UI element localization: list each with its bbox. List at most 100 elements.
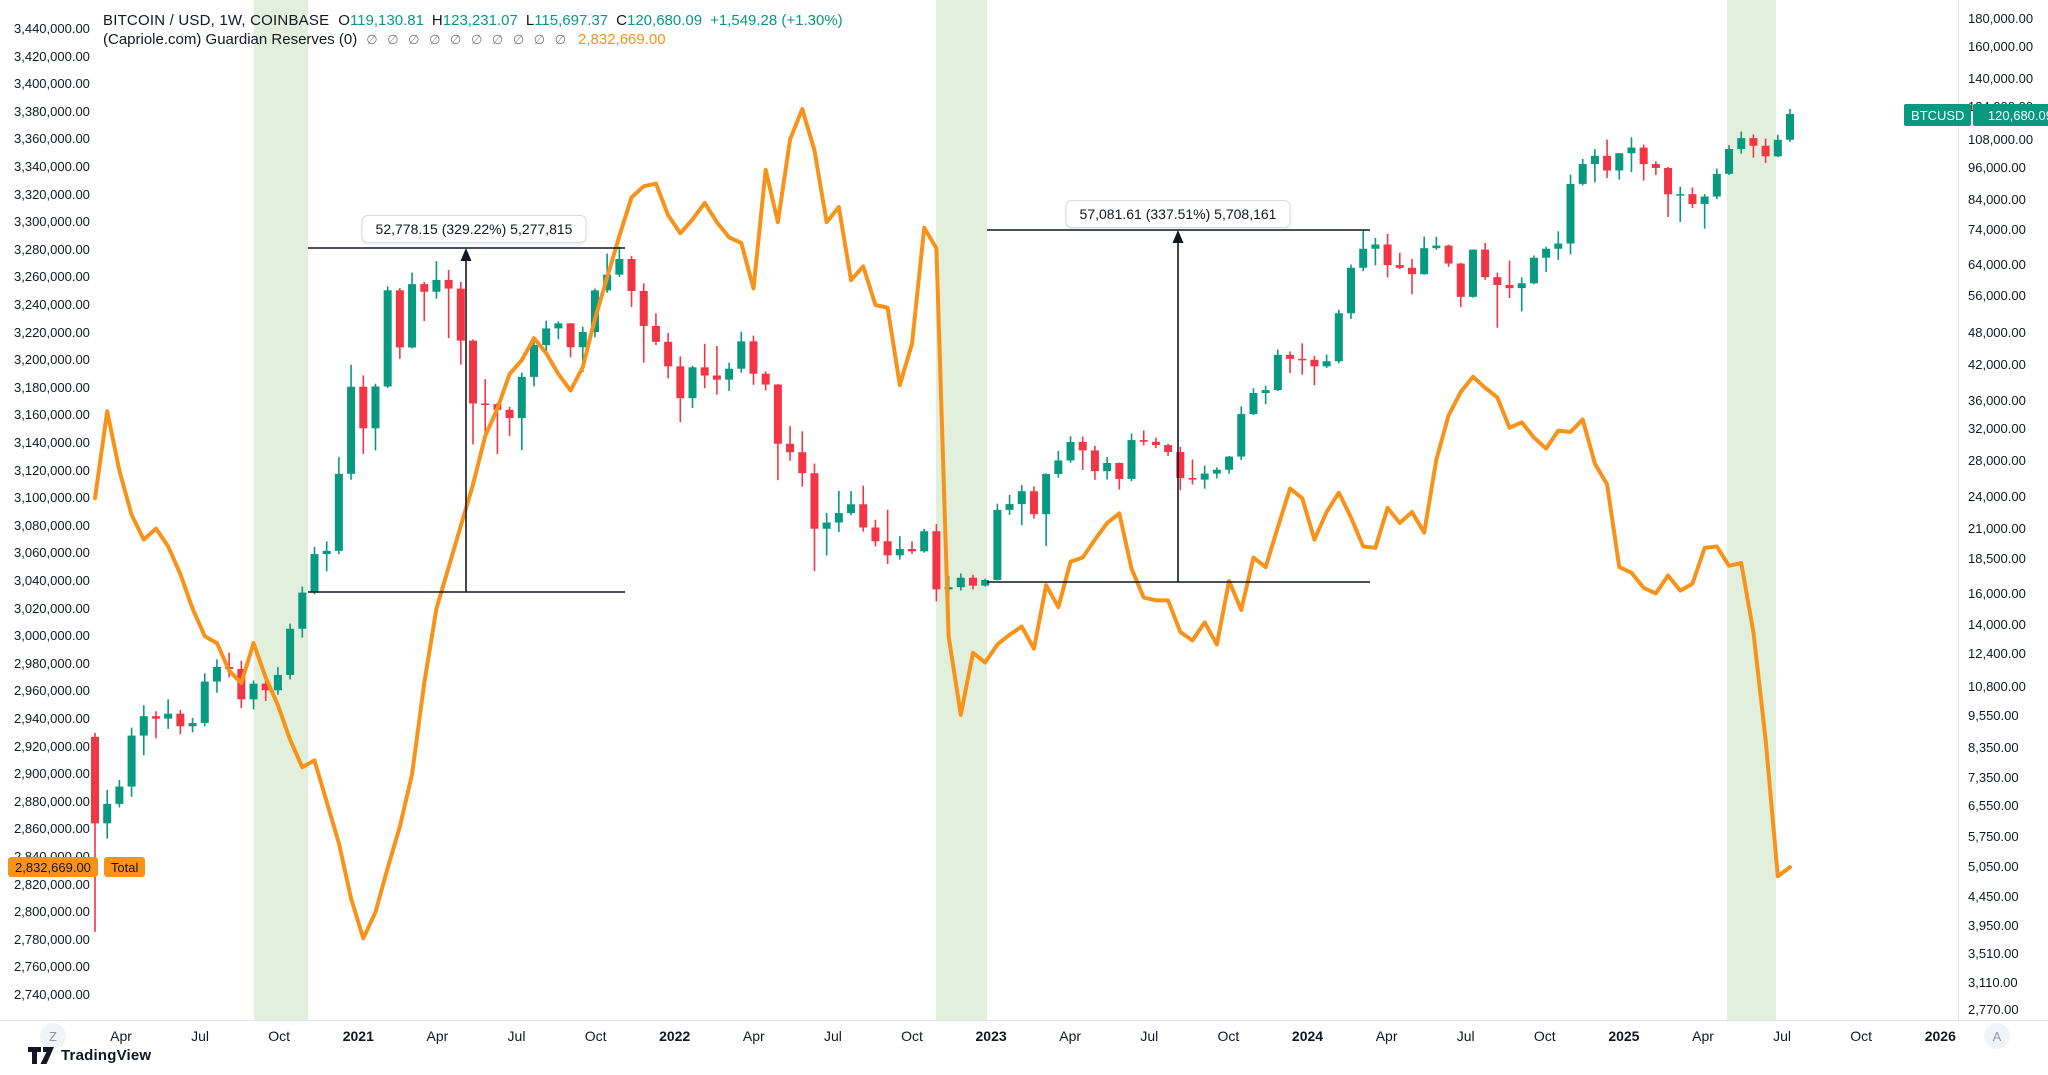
right-tick: 140,000.00 bbox=[1968, 70, 2034, 86]
candle-body bbox=[676, 366, 685, 399]
candle-body bbox=[273, 674, 282, 691]
highlight-band bbox=[254, 0, 308, 1020]
candle-body bbox=[871, 527, 880, 542]
left-tick: 3,100,000.00 bbox=[14, 490, 90, 506]
scroll-left-button[interactable]: Z bbox=[40, 1023, 66, 1049]
time-axis-month-label: Oct bbox=[1533, 1028, 1556, 1044]
candle-body bbox=[1212, 469, 1221, 474]
right-tick: 84,000.00 bbox=[1968, 191, 2026, 207]
candle-body bbox=[1298, 358, 1307, 361]
candle-body bbox=[1188, 478, 1197, 480]
candle-body bbox=[408, 284, 417, 348]
candle-body bbox=[859, 504, 868, 528]
time-axis-month-label: Oct bbox=[584, 1028, 607, 1044]
indicator-value: 2,832,669.00 bbox=[578, 31, 666, 48]
candle-body bbox=[1151, 441, 1160, 446]
candle-body bbox=[1164, 445, 1173, 452]
time-scale[interactable]: Apr Jul Oct 2021 Apr Jul Oct 2022 Apr Jul Oct 2023 A… bbox=[0, 1021, 2048, 1055]
left-tick: 3,420,000.00 bbox=[14, 48, 90, 64]
right-tick: 9,550.00 bbox=[1968, 708, 2019, 724]
left-tick: 3,320,000.00 bbox=[14, 186, 90, 202]
candle-body bbox=[883, 541, 892, 556]
candle-body bbox=[1786, 113, 1794, 140]
close-label: C bbox=[616, 12, 627, 29]
candle-body bbox=[749, 341, 758, 374]
left-tick: 3,180,000.00 bbox=[14, 379, 90, 395]
candle-body bbox=[139, 716, 148, 736]
candle-body bbox=[1322, 361, 1331, 367]
candle-body bbox=[615, 259, 624, 275]
measure-annotation-1[interactable]: 52,778.15 (329.22%) 5,277,815 bbox=[361, 215, 587, 243]
candle-body bbox=[1517, 283, 1526, 289]
candle-body bbox=[249, 683, 258, 700]
candle-body bbox=[334, 473, 343, 551]
candle-body bbox=[1273, 354, 1282, 391]
tradingview-wordmark: TradingView bbox=[61, 1047, 152, 1064]
indicator-legend-row[interactable]: (Capriole.com) Guardian Reserves (0) ∅ ∅… bbox=[103, 31, 843, 50]
candle-body bbox=[1749, 138, 1758, 146]
right-tick: 160,000.00 bbox=[1968, 38, 2034, 54]
candle-body bbox=[151, 716, 160, 719]
highlight-band bbox=[1727, 0, 1776, 1020]
right-tick: 12,400.00 bbox=[1968, 646, 2026, 662]
symbol-legend-row[interactable]: BITCOIN / USD, 1W, COINBASE O119,130.81 … bbox=[103, 12, 843, 31]
indicator-empty-values: ∅ ∅ ∅ ∅ ∅ ∅ ∅ ∅ ∅ ∅ bbox=[366, 32, 570, 47]
candle-body bbox=[1664, 167, 1673, 195]
time-axis-year-label: 2024 bbox=[1291, 1028, 1324, 1044]
open-label: O bbox=[338, 12, 350, 29]
candle-body bbox=[627, 259, 636, 291]
chart-canvas[interactable] bbox=[0, 0, 2048, 1020]
candle-body bbox=[737, 341, 746, 369]
right-tick: 5,750.00 bbox=[1968, 828, 2019, 844]
candle-body bbox=[529, 344, 538, 377]
candle-body bbox=[1078, 441, 1087, 451]
candle-body bbox=[347, 386, 356, 474]
time-scale-divider bbox=[0, 1020, 2048, 1021]
candle-body bbox=[566, 323, 575, 348]
candle-body bbox=[1542, 248, 1551, 258]
right-tick: 3,510.00 bbox=[1968, 945, 2019, 961]
guardian-reserves-line bbox=[93, 107, 1792, 941]
measure-arrowhead-up-icon bbox=[460, 248, 472, 261]
candle-body bbox=[1261, 390, 1270, 394]
tradingview-footer[interactable]: TradingView bbox=[28, 1047, 151, 1064]
candle-body bbox=[1200, 473, 1209, 480]
symbol-title[interactable]: BITCOIN / USD, 1W, COINBASE bbox=[103, 12, 330, 29]
time-axis-month-label: Oct bbox=[1850, 1028, 1873, 1044]
left-tick: 2,900,000.00 bbox=[14, 766, 90, 782]
candle-body bbox=[932, 531, 941, 590]
candle-body bbox=[176, 713, 185, 727]
candle-body bbox=[188, 722, 197, 727]
time-axis-month-label: Jul bbox=[1456, 1028, 1475, 1044]
candle-body bbox=[822, 522, 831, 529]
right-tick: 42,000.00 bbox=[1968, 356, 2026, 372]
candle-body bbox=[1042, 474, 1051, 515]
candle-body bbox=[554, 323, 563, 329]
time-axis-year-label: 2021 bbox=[342, 1028, 374, 1044]
candle-body bbox=[1456, 263, 1465, 297]
measure-arrowhead-up-icon bbox=[1172, 230, 1184, 243]
legend: BITCOIN / USD, 1W, COINBASE O119,130.81 … bbox=[103, 12, 843, 50]
candle-body bbox=[200, 681, 209, 723]
candle-body bbox=[651, 325, 660, 342]
candle-body bbox=[1468, 249, 1477, 297]
measure-annotation-2[interactable]: 57,081.61 (337.51%) 5,708,161 bbox=[1065, 200, 1291, 228]
open-value: 119,130.81 bbox=[349, 12, 424, 29]
right-tick: 108,000.00 bbox=[1968, 132, 2034, 148]
candle-body bbox=[700, 367, 709, 376]
left-tick: 3,280,000.00 bbox=[14, 241, 90, 257]
auto-scale-button[interactable]: A bbox=[1984, 1023, 2010, 1049]
candle-body bbox=[127, 735, 136, 787]
left-tick: 2,860,000.00 bbox=[14, 821, 90, 837]
time-axis-month-label: Jul bbox=[823, 1028, 842, 1044]
indicator-title[interactable]: (Capriole.com) Guardian Reserves (0) bbox=[103, 31, 358, 48]
right-tick: 180,000.00 bbox=[1968, 11, 2034, 26]
candle-body bbox=[773, 384, 782, 444]
candle-body bbox=[456, 288, 465, 341]
time-axis-month-label: Apr bbox=[110, 1028, 132, 1044]
candle-body bbox=[1017, 491, 1026, 505]
candle-body bbox=[420, 284, 429, 292]
candle-body bbox=[359, 386, 368, 429]
time-axis-month-label: Apr bbox=[1692, 1028, 1714, 1044]
time-axis-month-label: Oct bbox=[268, 1028, 291, 1044]
